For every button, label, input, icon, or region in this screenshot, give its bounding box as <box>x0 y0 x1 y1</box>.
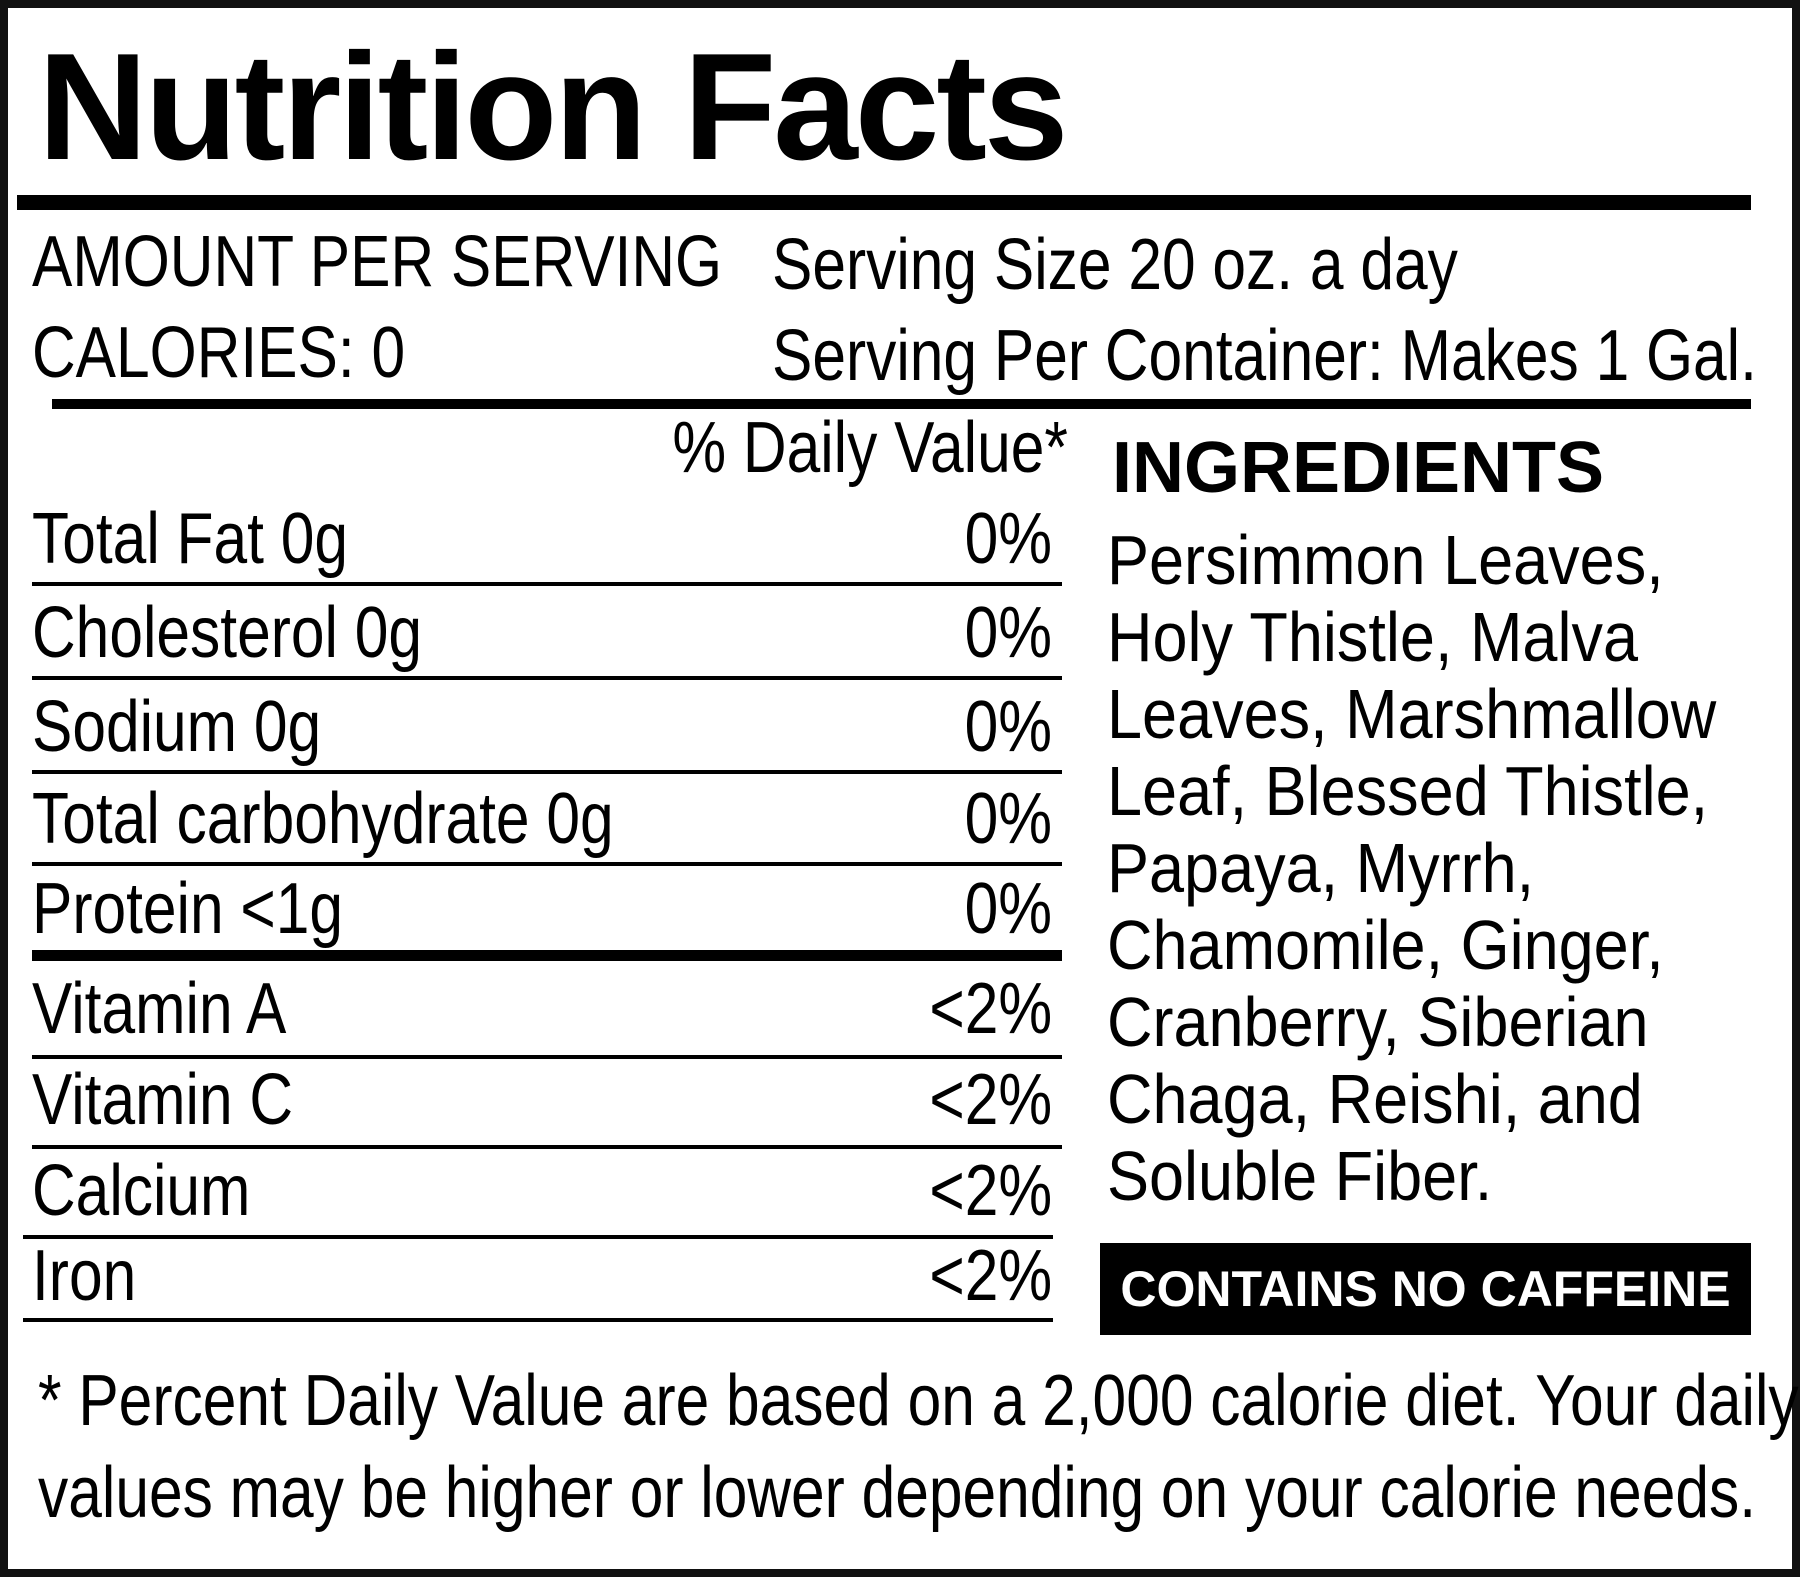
nutrient-row: Calcium <2% <box>32 1151 1052 1235</box>
nutrient-label: Total carbohydrate 0g <box>32 779 614 859</box>
ingredients-line: Persimmon Leaves, <box>1107 521 1664 599</box>
nutrient-label: Iron <box>32 1236 137 1316</box>
row-divider <box>32 770 1062 774</box>
ingredients-line: Papaya, Myrrh, <box>1107 829 1535 907</box>
footnote-line: * Percent Daily Value are based on a 2,0… <box>38 1361 1799 1441</box>
nutrient-label: Sodium 0g <box>32 687 322 767</box>
nutrient-row: Sodium 0g 0% <box>32 687 1052 771</box>
no-caffeine-badge: CONTAINS NO CAFFEINE <box>1100 1243 1751 1335</box>
ingredients-line: Holy Thistle, Malva <box>1107 598 1639 676</box>
ingredients-line: Chaga, Reishi, and <box>1107 1060 1643 1138</box>
serving-size: Serving Size 20 oz. a day <box>772 225 1458 305</box>
ingredients-line: Cranberry, Siberian <box>1107 983 1649 1061</box>
nutrient-label: Cholesterol 0g <box>32 593 422 673</box>
divider <box>52 399 1751 409</box>
daily-value-header: % Daily Value* <box>672 408 1068 488</box>
ingredients-heading: INGREDIENTS <box>1112 428 1605 508</box>
nutrient-dv: <2% <box>929 1151 1052 1231</box>
nutrient-dv: 0% <box>964 499 1052 579</box>
row-divider <box>23 1318 1053 1322</box>
nutrient-row: Protein <1g 0% <box>32 869 1052 953</box>
amount-per-serving: AMOUNT PER SERVING <box>32 222 723 302</box>
ingredients-line: Soluble Fiber. <box>1107 1137 1493 1215</box>
nutrient-row: Total carbohydrate 0g 0% <box>32 779 1052 863</box>
row-divider <box>32 862 1062 866</box>
no-caffeine-text: CONTAINS NO CAFFEINE <box>1120 1261 1731 1317</box>
footnote-line: values may be higher or lower depending … <box>38 1453 1757 1533</box>
nutrient-dv: <2% <box>929 969 1052 1049</box>
page-title: Nutrition Facts <box>38 22 1068 192</box>
ingredients-line: Leaves, Marshmallow <box>1107 675 1717 753</box>
ingredients-line: Chamomile, Ginger, <box>1107 906 1664 984</box>
nutrient-dv: 0% <box>964 779 1052 859</box>
nutrient-label: Vitamin A <box>32 969 287 1049</box>
ingredients-line: Leaf, Blessed Thistle, <box>1107 752 1709 830</box>
nutrient-dv: <2% <box>929 1060 1052 1140</box>
calories: CALORIES: 0 <box>32 313 406 393</box>
row-divider <box>32 1145 1062 1149</box>
thick-row-divider <box>32 950 1062 961</box>
nutrient-row: Cholesterol 0g 0% <box>32 593 1052 677</box>
row-divider <box>32 1055 1062 1059</box>
nutrient-row: Vitamin C <2% <box>32 1060 1052 1144</box>
nutrient-label: Protein <1g <box>32 869 344 949</box>
row-divider <box>23 1235 1053 1239</box>
row-divider <box>32 676 1062 680</box>
nutrient-row: Total Fat 0g 0% <box>32 499 1052 583</box>
nutrient-dv: 0% <box>964 687 1052 767</box>
nutrient-dv: <2% <box>929 1236 1052 1316</box>
nutrient-row: Iron <2% <box>32 1236 1052 1320</box>
nutrient-label: Total Fat 0g <box>32 499 349 579</box>
row-divider <box>32 582 1062 586</box>
servings-per-container: Serving Per Container: Makes 1 Gal. <box>772 316 1757 396</box>
nutrient-label: Vitamin C <box>32 1060 294 1140</box>
nutrient-row: Vitamin A <2% <box>32 969 1052 1053</box>
nutrient-dv: 0% <box>964 593 1052 673</box>
thick-divider <box>17 195 1751 210</box>
nutrient-dv: 0% <box>964 869 1052 949</box>
nutrient-label: Calcium <box>32 1151 251 1231</box>
